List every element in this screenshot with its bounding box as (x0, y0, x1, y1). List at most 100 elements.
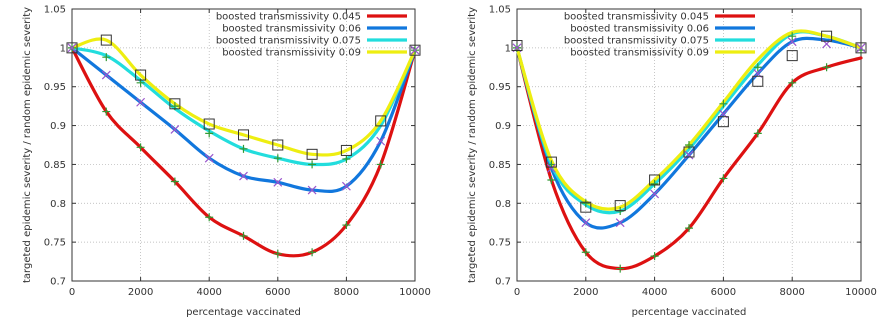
x-marker (546, 163, 556, 173)
square-marker (272, 139, 284, 151)
plus-marker (685, 141, 693, 149)
series-line (515, 46, 863, 271)
square-marker (717, 116, 729, 128)
square-marker (409, 44, 421, 56)
plus-marker (170, 177, 179, 186)
plus-marker (376, 160, 385, 169)
square-marker (511, 40, 523, 52)
x-tick-label: 6000 (265, 287, 290, 298)
plus-marker (205, 213, 214, 222)
x-marker (650, 189, 660, 199)
x-tick-label: 4000 (196, 287, 221, 298)
square-marker (375, 115, 387, 127)
plus-marker (581, 248, 590, 257)
y-tick-label: 0.95 (489, 82, 511, 93)
x-tick-label: 2000 (128, 287, 153, 298)
x-marker (410, 45, 420, 55)
y-tick-label: 1.05 (489, 5, 511, 16)
x-tick-label: 10000 (845, 287, 877, 298)
y-tick-label: 0.95 (44, 82, 66, 93)
y-tick-label: 0.9 (495, 121, 511, 132)
square-marker (545, 156, 557, 168)
legend-label: boosted transmissivity 0.075 (564, 36, 709, 47)
plus-marker (685, 224, 693, 233)
plot-frame (516, 8, 862, 282)
square-marker (66, 42, 78, 54)
square-marker (169, 98, 181, 110)
x-tick-label: 0 (69, 287, 75, 298)
plot-frame (71, 8, 416, 282)
legend-label: boosted transmissivity 0.045 (216, 12, 361, 23)
y-tick-label: 1.05 (44, 5, 66, 16)
series-line (70, 46, 417, 258)
plus-marker (342, 221, 351, 230)
x-tick-label: 6000 (711, 287, 736, 298)
plus-marker (650, 179, 659, 188)
x-marker (615, 218, 625, 228)
y-tick-label: 0.8 (495, 199, 511, 210)
x-tick-label: 8000 (334, 287, 359, 298)
square-marker (340, 144, 352, 156)
plus-marker (239, 231, 248, 240)
plus-marker (788, 32, 797, 41)
x-tick-label: 0 (514, 287, 520, 298)
square-marker (135, 69, 147, 81)
plus-marker (719, 99, 728, 108)
y-tick-label: 0.85 (44, 160, 66, 171)
y-tick-label: 0.85 (489, 160, 511, 171)
square-marker (649, 174, 661, 186)
x-tick-label: 4000 (642, 287, 667, 298)
y-tick-label: 0.7 (50, 277, 66, 288)
legend-label: boosted transmissivity 0.06 (222, 24, 361, 35)
y-axis-label: targeted epidemic severity / random epid… (467, 7, 478, 283)
x-marker (239, 171, 248, 181)
x-marker (581, 218, 591, 228)
plus-marker (547, 175, 556, 184)
legend-label: boosted transmissivity 0.09 (570, 48, 709, 59)
plus-marker (273, 249, 282, 258)
legend-label: boosted transmissivity 0.06 (570, 24, 709, 35)
x-tick-label: 2000 (573, 287, 598, 298)
legend-label: boosted transmissivity 0.045 (564, 12, 709, 23)
x-marker (273, 177, 283, 187)
plus-marker (102, 107, 111, 116)
x-marker (170, 125, 180, 134)
square-marker (306, 148, 318, 160)
square-marker (580, 201, 592, 213)
x-marker (67, 43, 77, 53)
plus-marker (719, 174, 728, 183)
plus-marker (273, 154, 282, 163)
plus-marker (788, 78, 797, 87)
x-tick-label: 10000 (399, 287, 431, 298)
x-axis-label: percentage vaccinated (632, 307, 747, 318)
square-marker (100, 34, 112, 46)
legend-label: boosted transmissivity 0.09 (222, 48, 361, 59)
square-marker (855, 42, 867, 54)
plus-marker (308, 248, 317, 257)
plus-marker (822, 63, 831, 72)
square-marker (238, 129, 249, 141)
y-tick-label: 1 (505, 43, 511, 54)
square-marker (786, 50, 798, 62)
x-tick-label: 8000 (779, 287, 804, 298)
x-marker (136, 97, 146, 107)
y-tick-label: 0.9 (50, 121, 66, 132)
series-line (515, 36, 863, 230)
y-tick-label: 0.75 (44, 238, 66, 249)
plus-marker (102, 53, 111, 62)
series-line (70, 37, 417, 157)
plus-marker (205, 129, 214, 138)
x-marker (856, 43, 866, 53)
square-marker (821, 30, 833, 42)
plus-marker (753, 63, 762, 72)
plus-marker (616, 264, 625, 273)
y-tick-label: 1 (60, 43, 66, 54)
x-marker (684, 150, 694, 160)
plus-marker (581, 199, 590, 208)
square-marker (203, 118, 215, 130)
x-marker (787, 37, 797, 47)
x-marker (376, 136, 386, 146)
plus-marker (308, 160, 317, 169)
